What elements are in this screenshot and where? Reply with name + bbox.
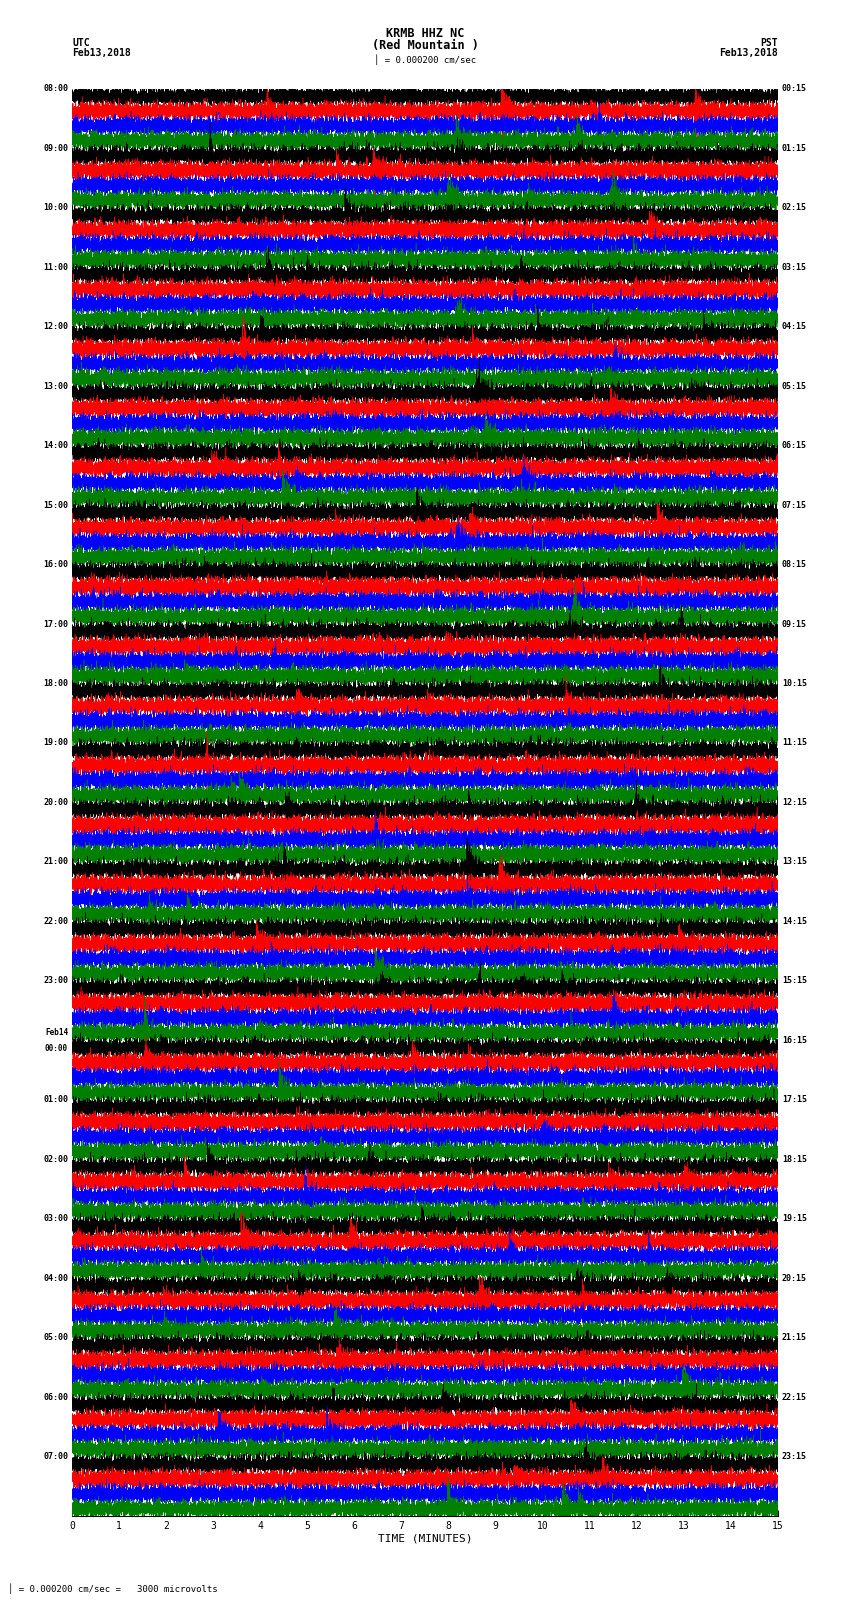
Text: 15:00: 15:00	[43, 500, 68, 510]
Text: 02:00: 02:00	[43, 1155, 68, 1165]
Text: 07:15: 07:15	[782, 500, 807, 510]
Text: 16:15: 16:15	[782, 1036, 807, 1045]
Text: │ = 0.000200 cm/sec =   3000 microvolts: │ = 0.000200 cm/sec = 3000 microvolts	[8, 1584, 218, 1594]
Text: 00:00: 00:00	[45, 1044, 68, 1053]
Text: 05:15: 05:15	[782, 382, 807, 390]
Text: 09:15: 09:15	[782, 619, 807, 629]
Text: 23:00: 23:00	[43, 976, 68, 986]
Text: 14:00: 14:00	[43, 440, 68, 450]
Text: 05:00: 05:00	[43, 1334, 68, 1342]
Text: 21:15: 21:15	[782, 1334, 807, 1342]
Text: 02:15: 02:15	[782, 203, 807, 213]
Text: 18:15: 18:15	[782, 1155, 807, 1165]
Text: 19:00: 19:00	[43, 739, 68, 747]
Text: 01:00: 01:00	[43, 1095, 68, 1105]
Text: 13:00: 13:00	[43, 382, 68, 390]
Text: 13:15: 13:15	[782, 858, 807, 866]
Text: 08:15: 08:15	[782, 560, 807, 569]
Text: 10:15: 10:15	[782, 679, 807, 689]
Text: 03:15: 03:15	[782, 263, 807, 271]
Text: 23:15: 23:15	[782, 1452, 807, 1461]
Text: 18:00: 18:00	[43, 679, 68, 689]
Text: 17:15: 17:15	[782, 1095, 807, 1105]
Text: Feb13,2018: Feb13,2018	[719, 48, 778, 58]
Text: (Red Mountain ): (Red Mountain )	[371, 39, 479, 52]
Text: 04:00: 04:00	[43, 1274, 68, 1282]
Text: Feb13,2018: Feb13,2018	[72, 48, 131, 58]
Text: 04:15: 04:15	[782, 323, 807, 331]
Text: 00:15: 00:15	[782, 84, 807, 94]
Text: 03:00: 03:00	[43, 1215, 68, 1223]
Text: 12:15: 12:15	[782, 798, 807, 806]
Text: Feb14: Feb14	[45, 1027, 68, 1037]
Text: 20:15: 20:15	[782, 1274, 807, 1282]
Text: 16:00: 16:00	[43, 560, 68, 569]
Text: 14:15: 14:15	[782, 916, 807, 926]
Text: 08:00: 08:00	[43, 84, 68, 94]
Text: 11:00: 11:00	[43, 263, 68, 271]
Text: 12:00: 12:00	[43, 323, 68, 331]
Text: 01:15: 01:15	[782, 144, 807, 153]
Text: 22:15: 22:15	[782, 1392, 807, 1402]
Text: UTC: UTC	[72, 39, 90, 48]
X-axis label: TIME (MINUTES): TIME (MINUTES)	[377, 1534, 473, 1544]
Text: 11:15: 11:15	[782, 739, 807, 747]
Text: 21:00: 21:00	[43, 858, 68, 866]
Text: │ = 0.000200 cm/sec: │ = 0.000200 cm/sec	[374, 53, 476, 65]
Text: 20:00: 20:00	[43, 798, 68, 806]
Text: 06:00: 06:00	[43, 1392, 68, 1402]
Text: 10:00: 10:00	[43, 203, 68, 213]
Text: 06:15: 06:15	[782, 440, 807, 450]
Text: 17:00: 17:00	[43, 619, 68, 629]
Text: 22:00: 22:00	[43, 916, 68, 926]
Text: 09:00: 09:00	[43, 144, 68, 153]
Text: 07:00: 07:00	[43, 1452, 68, 1461]
Text: 15:15: 15:15	[782, 976, 807, 986]
Text: PST: PST	[760, 39, 778, 48]
Text: 19:15: 19:15	[782, 1215, 807, 1223]
Text: KRMB HHZ NC: KRMB HHZ NC	[386, 27, 464, 40]
